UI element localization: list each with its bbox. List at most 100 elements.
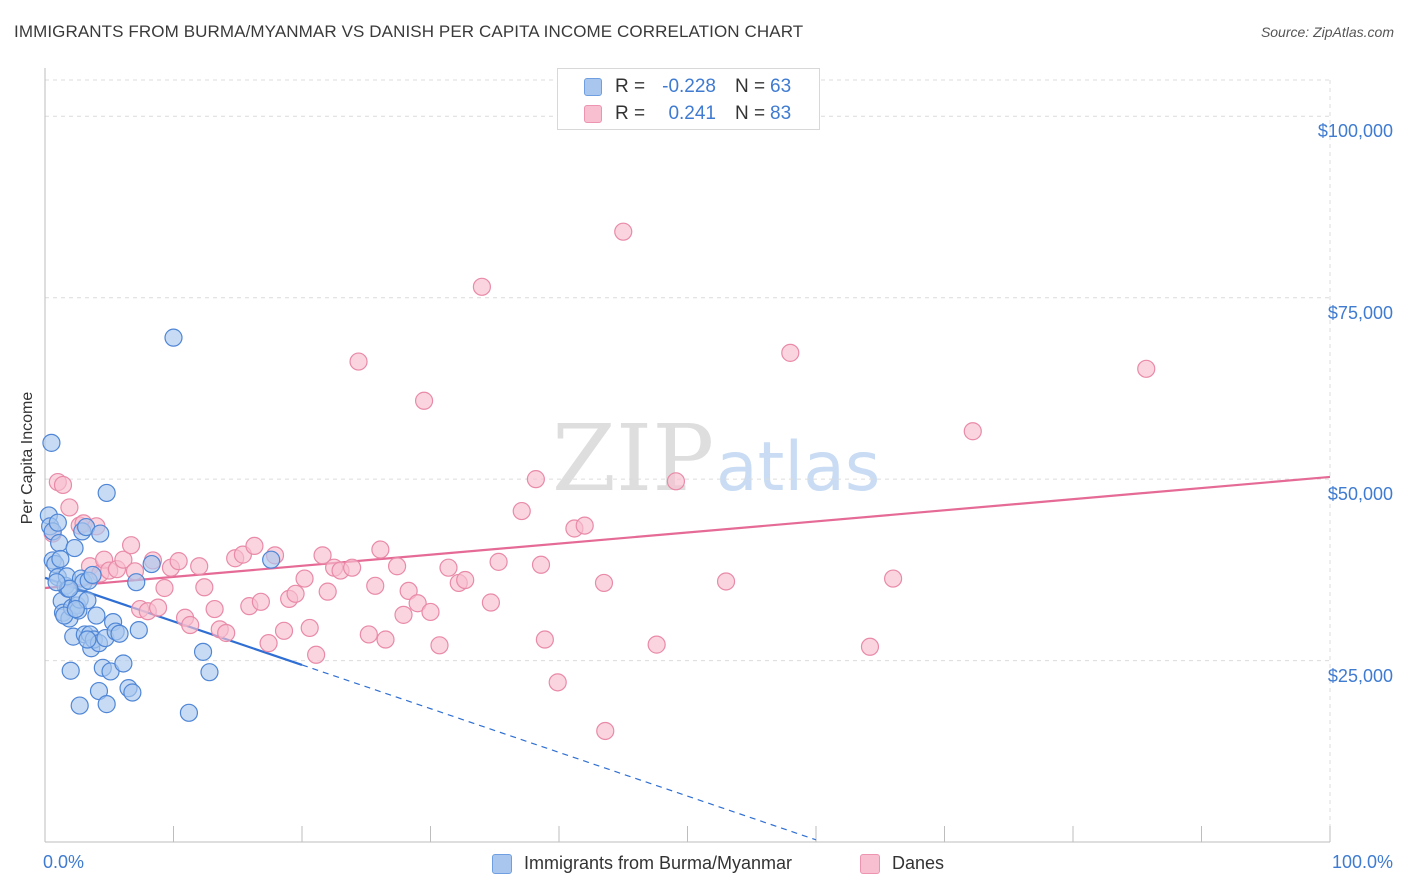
point-burma xyxy=(66,599,85,619)
point-burma xyxy=(114,654,133,673)
n-value: 63 xyxy=(770,76,792,97)
point-danes xyxy=(295,569,314,588)
point-danes xyxy=(548,673,567,692)
point-danes xyxy=(399,581,418,601)
point-danes xyxy=(387,557,407,576)
x-tick-label-min: 0.0% xyxy=(43,852,85,872)
point-danes xyxy=(781,343,800,362)
point-burma xyxy=(127,573,146,592)
legend-label-danes: Danes xyxy=(892,853,945,873)
point-burma xyxy=(42,433,61,452)
point-danes xyxy=(414,391,434,410)
point-burma xyxy=(200,663,219,682)
point-danes xyxy=(1137,359,1156,378)
point-danes xyxy=(366,576,385,595)
r-label: R = xyxy=(615,103,646,124)
point-burma xyxy=(65,538,84,558)
point-danes xyxy=(430,636,449,655)
point-danes xyxy=(512,501,531,521)
point-burma xyxy=(87,606,106,625)
point-danes xyxy=(594,573,614,593)
point-danes xyxy=(349,352,368,371)
point-danes xyxy=(307,645,326,664)
point-danes xyxy=(376,630,395,649)
point-burma xyxy=(262,550,281,569)
point-danes xyxy=(614,222,633,241)
point-danes xyxy=(716,572,736,591)
point-danes xyxy=(439,558,458,577)
r-label: R = xyxy=(615,76,646,97)
axes xyxy=(44,68,1331,843)
point-burma xyxy=(50,533,69,553)
point-burma xyxy=(61,661,80,680)
point-danes xyxy=(472,277,491,296)
point-danes xyxy=(259,634,278,653)
r-value: 0.241 xyxy=(668,103,716,124)
point-danes xyxy=(155,578,174,598)
point-danes xyxy=(883,569,903,588)
point-burma xyxy=(51,549,70,569)
point-burma xyxy=(48,513,67,532)
point-burma xyxy=(78,630,97,649)
point-burma xyxy=(97,695,116,714)
y-tick-label-75000: $75,000 xyxy=(1327,302,1393,323)
point-danes xyxy=(666,472,686,491)
legend-label-burma: Immigrants from Burma/Myanmar xyxy=(524,853,793,873)
point-danes xyxy=(190,557,209,576)
point-danes xyxy=(181,615,200,635)
point-danes xyxy=(596,721,615,741)
legend-swatch-danes xyxy=(860,854,880,874)
point-danes xyxy=(394,605,413,624)
watermark-zip: ZIP xyxy=(552,405,714,512)
stats-swatch-burma xyxy=(584,78,602,96)
trend-line-danes xyxy=(44,475,1331,590)
point-danes xyxy=(860,637,880,656)
point-burma xyxy=(123,683,142,702)
point-danes xyxy=(217,623,236,643)
source-note: Source: ZipAtlas.com xyxy=(1260,24,1394,40)
point-danes xyxy=(60,498,79,517)
point-danes xyxy=(481,593,500,612)
point-danes xyxy=(53,475,73,495)
point-danes xyxy=(359,625,378,644)
point-danes xyxy=(531,555,551,574)
point-danes xyxy=(526,470,545,489)
y-axis-label: Per Capita Income xyxy=(19,391,36,525)
point-burma xyxy=(70,696,89,715)
point-danes xyxy=(148,598,168,617)
n-value: 83 xyxy=(770,103,792,124)
n-label: N = xyxy=(735,76,766,97)
point-burma xyxy=(110,624,129,643)
correlation-stats-box: R = -0.228 N = 63 R = 0.241 N = 83 xyxy=(557,68,820,130)
point-burma xyxy=(179,703,199,722)
point-danes xyxy=(274,621,294,640)
y-tick-label-25000: $25,000 xyxy=(1327,665,1393,686)
point-danes xyxy=(408,594,427,613)
point-burma xyxy=(83,565,102,585)
point-danes xyxy=(121,536,141,555)
point-burma xyxy=(97,483,116,503)
point-danes xyxy=(647,635,666,654)
point-danes xyxy=(300,618,319,638)
point-danes xyxy=(286,584,305,603)
r-value: -0.228 xyxy=(662,76,716,97)
n-label: N = xyxy=(735,103,766,124)
point-danes xyxy=(245,536,264,556)
stats-swatch-danes xyxy=(584,105,602,123)
point-danes xyxy=(195,578,214,597)
point-burma xyxy=(91,524,110,543)
point-danes xyxy=(963,422,982,441)
legend-swatch-burma xyxy=(492,854,512,874)
y-tick-label-50000: $50,000 xyxy=(1327,484,1393,505)
point-danes xyxy=(371,540,390,559)
point-danes xyxy=(421,602,440,622)
point-danes xyxy=(489,552,508,571)
watermark-atlas: atlas xyxy=(716,428,880,507)
stats-row-burma: R = -0.228 N = 63 xyxy=(558,73,819,101)
point-danes xyxy=(313,546,332,565)
point-danes xyxy=(535,630,554,649)
point-danes xyxy=(169,552,188,571)
point-burma xyxy=(142,554,161,574)
point-danes xyxy=(318,582,337,601)
chart-title: IMMIGRANTS FROM BURMA/MYANMAR VS DANISH … xyxy=(14,22,804,41)
